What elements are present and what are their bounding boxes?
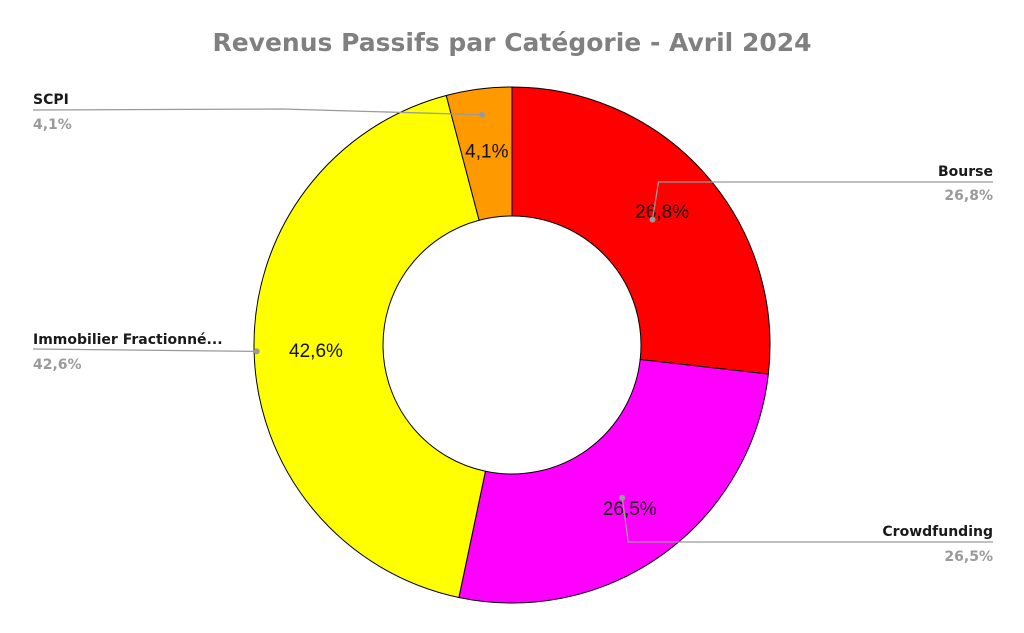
slice-immobilier-fractionne[interactable] [253, 94, 487, 599]
slice-crowdfunding[interactable] [458, 359, 769, 604]
category-label-crowdfunding: Crowdfunding [882, 524, 993, 540]
slice-value-label-immobilier-fractionne: 42,6% [289, 341, 343, 362]
slice-value-label-scpi: 4,1% [465, 142, 508, 163]
category-percent-immobilier-fractionne: 42,6% [33, 357, 82, 373]
category-label-bourse: Bourse [938, 164, 993, 180]
slices-group [253, 86, 771, 604]
category-percent-bourse: 26,8% [944, 188, 993, 204]
slice-value-label-crowdfunding: 26,5% [603, 499, 657, 520]
leader-line-crowdfunding [621, 497, 993, 543]
outer-labels-group: Bourse 26,8% Crowdfunding 26,5% Immobilier F… [33, 92, 993, 565]
category-label-scpi: SCPI [33, 92, 69, 108]
leader-lines-group [32, 108, 993, 543]
leader-line-scpi [32, 108, 483, 116]
category-label-immobilier-fractionne: Immobilier Fractionné... [33, 332, 223, 348]
slice-scpi[interactable] [445, 86, 513, 221]
slice-bourse[interactable] [511, 86, 771, 375]
inner-labels-group: 26,8% 26,5% 42,6% 4,1% [289, 142, 689, 521]
slice-value-label-bourse: 26,8% [635, 202, 689, 223]
leader-line-bourse [651, 181, 993, 220]
category-percent-scpi: 4,1% [33, 117, 72, 133]
leader-line-immobilier-fractionne [32, 348, 257, 353]
category-percent-crowdfunding: 26,5% [944, 549, 993, 565]
chart-title: Revenus Passifs par Catégorie - Avril 20… [212, 28, 812, 57]
